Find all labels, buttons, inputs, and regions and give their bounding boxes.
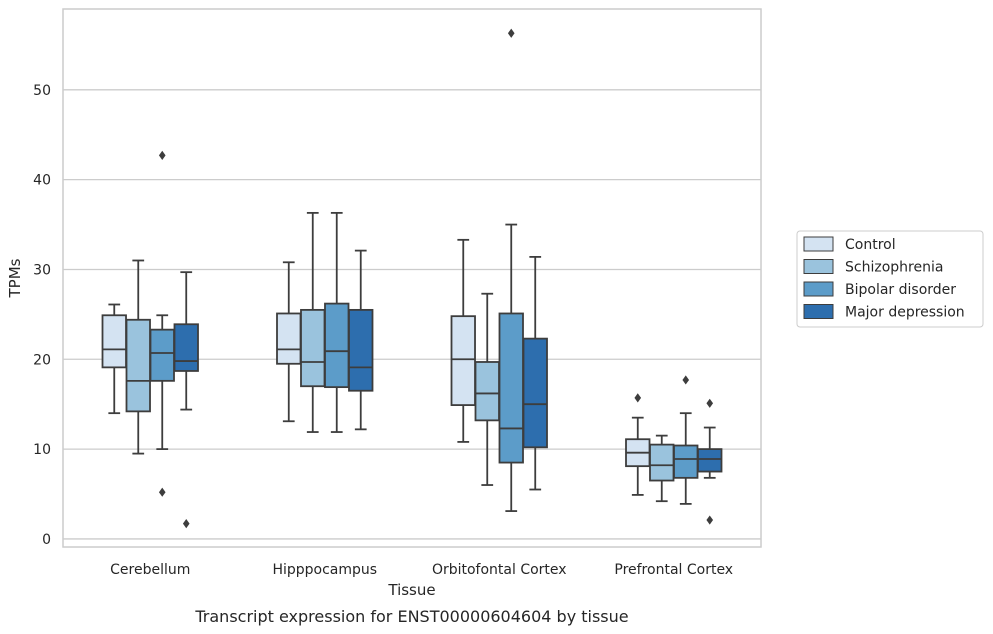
legend-swatch xyxy=(803,236,834,252)
box-iqr xyxy=(450,315,476,406)
y-tick-label: 20 xyxy=(33,352,51,368)
box-schizophrenia-1 xyxy=(300,211,326,433)
legend-swatch xyxy=(803,281,834,297)
y-tick-label: 40 xyxy=(33,173,51,189)
legend-label: Control xyxy=(845,237,896,253)
y-axis: 0 10 20 30 40 50 xyxy=(33,83,51,548)
box-control-0 xyxy=(101,303,127,415)
outlier-marker xyxy=(682,375,690,385)
legend-swatch xyxy=(803,304,834,319)
y-axis-title: TPMs xyxy=(6,258,24,298)
legend-item: Schizophrenia xyxy=(803,259,943,276)
box-schizophrenia-3 xyxy=(649,434,675,503)
box-major-depression-0 xyxy=(173,271,199,529)
box-iqr xyxy=(697,448,723,473)
outlier-marker xyxy=(158,487,166,497)
outlier-marker xyxy=(634,393,642,403)
box-iqr xyxy=(101,314,127,369)
outlier-marker xyxy=(158,150,166,161)
box-iqr xyxy=(474,361,500,422)
x-tick-label: Orbitofontal Cortex xyxy=(432,562,567,578)
x-tick-label: Cerebellum xyxy=(110,562,190,578)
chart-caption: Transcript expression for ENST0000060460… xyxy=(194,607,628,626)
x-tick-label: Prefrontal Cortex xyxy=(614,562,733,578)
box-iqr xyxy=(276,312,302,365)
outlier-marker xyxy=(706,515,714,525)
plot-frame xyxy=(62,8,762,548)
legend-label: Schizophrenia xyxy=(845,260,943,276)
outlier-marker xyxy=(507,28,515,38)
legend-frame xyxy=(796,230,984,328)
box-major-depression-2 xyxy=(522,255,548,491)
box-iqr xyxy=(149,328,175,382)
box-bipolar-disorder-1 xyxy=(324,211,350,433)
legend-item: Control xyxy=(803,236,896,253)
legend-item: Major depression xyxy=(803,304,965,321)
box-iqr xyxy=(649,443,675,482)
box-iqr xyxy=(498,312,524,464)
x-axis-title: Tissue xyxy=(387,581,435,599)
legend-label: Major depression xyxy=(845,305,965,321)
box-iqr xyxy=(173,323,199,372)
box-bipolar-disorder-2 xyxy=(498,28,524,512)
box-major-depression-3 xyxy=(697,398,723,525)
box-groups xyxy=(101,28,723,529)
y-tick-label: 50 xyxy=(33,83,51,99)
x-axis: Cerebellum Hipppocampus Orbitofontal Corte… xyxy=(110,562,733,578)
y-tick-label: 0 xyxy=(42,532,51,548)
box-major-depression-1 xyxy=(348,249,374,431)
legend-swatch xyxy=(803,259,834,274)
box-iqr xyxy=(673,444,699,479)
box-iqr xyxy=(348,308,374,392)
y-tick-label: 10 xyxy=(33,442,51,458)
y-tick-label: 30 xyxy=(33,262,51,278)
x-tick-label: Hipppocampus xyxy=(272,562,377,578)
legend-item: Bipolar disorder xyxy=(803,281,956,298)
box-iqr xyxy=(125,318,151,413)
box-control-1 xyxy=(276,261,302,423)
box-bipolar-disorder-0 xyxy=(149,150,175,497)
box-schizophrenia-2 xyxy=(474,292,500,486)
legend-label: Bipolar disorder xyxy=(845,282,956,298)
box-control-2 xyxy=(450,238,476,443)
box-iqr xyxy=(522,337,548,449)
legend: Control Schizophrenia Bipolar disorder Majo… xyxy=(796,230,984,328)
outlier-marker xyxy=(706,398,714,408)
outlier-marker xyxy=(182,519,190,529)
box-schizophrenia-0 xyxy=(125,259,151,455)
box-bipolar-disorder-3 xyxy=(673,375,699,505)
box-control-3 xyxy=(625,393,651,496)
box-iqr xyxy=(300,308,326,388)
box-iqr xyxy=(324,302,350,389)
